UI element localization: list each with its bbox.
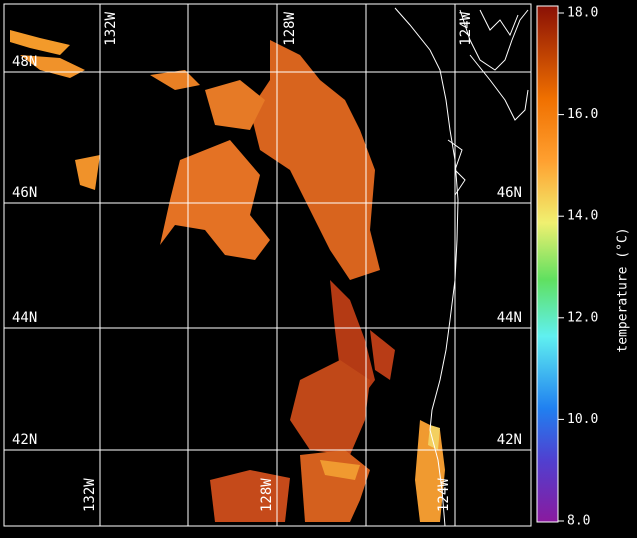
colorbar-tick-label: 16.0 (567, 107, 598, 122)
lon-label: 132W (82, 478, 98, 512)
colorbar-tick-label: 10.0 (567, 412, 598, 427)
colorbar-tick-label: 12.0 (567, 310, 598, 325)
lon-label: 128W (282, 11, 298, 45)
coastline (394, 7, 529, 527)
colorbar (536, 5, 559, 523)
lat-label: 42N (497, 432, 522, 448)
lat-label: 48N (12, 54, 37, 70)
lat-label: 44N (12, 310, 37, 326)
lon-label: 132W (103, 11, 119, 45)
lon-label: 124W (458, 11, 474, 45)
lat-label: 46N (12, 185, 37, 201)
sst-field (10, 30, 445, 522)
graticule (4, 4, 531, 526)
colorbar-tick-label: 14.0 (567, 209, 598, 224)
colorbar-label: temperature (°C) (616, 227, 631, 352)
lon-label: 124W (436, 478, 452, 512)
map-frame (3, 3, 532, 527)
lon-label: 128W (259, 478, 275, 512)
lat-label: 46N (497, 185, 522, 201)
lat-label: 42N (12, 432, 37, 448)
colorbar-tick-label: 18.0 (567, 6, 598, 21)
lat-label: 44N (497, 310, 522, 326)
colorbar-tick-label: 8.0 (567, 514, 590, 529)
